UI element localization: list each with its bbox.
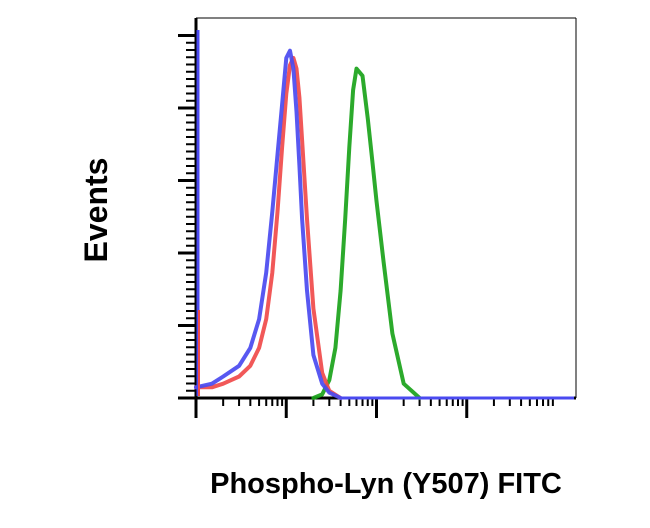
series-layer bbox=[194, 30, 574, 400]
y-axis-ticks bbox=[178, 34, 196, 400]
series-line-3 bbox=[311, 66, 422, 400]
x-axis-title: Phospho-Lyn (Y507) FITC bbox=[210, 468, 562, 500]
series-line-1 bbox=[194, 48, 343, 400]
y-axis-title: Events bbox=[78, 158, 114, 263]
x-axis-ticks bbox=[194, 398, 554, 418]
series-line-2 bbox=[194, 55, 343, 400]
